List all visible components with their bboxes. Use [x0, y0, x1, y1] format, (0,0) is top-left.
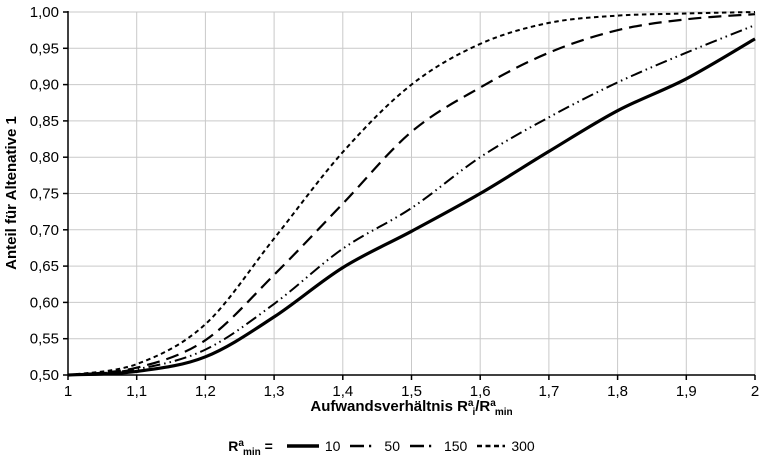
x-tick-label: 1,9: [676, 383, 697, 400]
legend-label: 10: [324, 438, 341, 454]
x-tick-label: 1,7: [538, 383, 559, 400]
legend-label: 50: [384, 438, 400, 454]
x-tick-label: 1: [64, 383, 72, 400]
x-tick-label: 1,4: [332, 383, 353, 400]
x-tick-label: 1,3: [264, 383, 285, 400]
x-tick-label: 1,8: [607, 383, 628, 400]
legend-label: 300: [511, 438, 535, 454]
x-axis-title: Aufwandsverhältnis Rai/Ramin: [68, 398, 755, 418]
legend-prefix-base: R: [228, 438, 239, 454]
y-tick-label: 0,95: [30, 40, 59, 57]
x-axis-title-sub-min: min: [494, 407, 513, 418]
legend-prefix: Ramin =: [228, 438, 273, 458]
legend-line-sample-dash-dot: [409, 444, 438, 448]
y-tick-label: 0,50: [30, 367, 59, 384]
x-axis-title-sup-a2: a: [490, 398, 496, 409]
legend: Ramin = 10 50 150 300: [0, 438, 763, 458]
legend-item-300: 300: [476, 438, 535, 454]
y-tick-label: 0,80: [30, 149, 59, 166]
y-axis-title: Anteil für Altenative 1: [3, 116, 20, 270]
series-line-50: [67, 24, 756, 376]
series-line-300: [67, 11, 756, 376]
x-tick-label: 1,1: [126, 383, 147, 400]
y-tick-label: 0,90: [30, 77, 59, 94]
legend-line-sample-solid: [286, 444, 319, 448]
legend-label: 150: [443, 438, 468, 454]
y-tick-label: 0,70: [30, 222, 59, 239]
x-axis-title-sup-a: a: [467, 398, 474, 409]
y-tick-label: 0,60: [30, 294, 59, 311]
x-tick-label: 2: [751, 383, 759, 400]
x-tick-label: 1,5: [401, 383, 422, 400]
y-tick-label: 0,55: [30, 331, 59, 348]
x-axis-title-slash: /R: [475, 398, 491, 415]
legend-item-10: 10: [286, 438, 341, 454]
x-tick-label: 1,2: [195, 383, 216, 400]
legend-line-sample-dash-dot: [350, 444, 379, 448]
legend-item-50: 50: [349, 438, 400, 454]
series-line-10: [67, 37, 756, 377]
x-tick-label: 1,6: [470, 383, 491, 400]
legend-line-sample-short-dash: [477, 444, 506, 448]
legend-prefix-equals: =: [260, 438, 273, 454]
y-tick-label: 1,00: [30, 4, 59, 21]
y-tick-label: 0,85: [30, 113, 59, 130]
x-axis-title-text: Aufwandsverhältnis R: [310, 398, 468, 415]
y-tick-label: 0,75: [30, 186, 59, 203]
y-tick-label: 0,65: [30, 258, 59, 275]
series-line-150: [67, 13, 756, 377]
legend-prefix-sub: min: [242, 447, 261, 458]
x-axis-title-sub-i: i: [472, 407, 476, 418]
legend-prefix-sup: a: [238, 438, 244, 449]
legend-item-150: 150: [409, 438, 467, 454]
